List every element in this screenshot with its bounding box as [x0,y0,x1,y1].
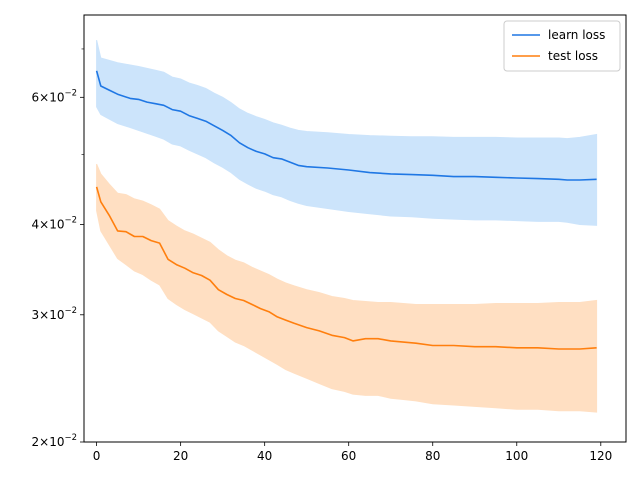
x-tick-label: 20 [173,449,188,463]
x-tick-label: 60 [341,449,356,463]
test-loss-legend-label: test loss [548,49,598,63]
learn-loss-line [95,70,597,181]
y-tick-label: 3×10−2 [32,306,78,322]
legend: learn loss test loss [503,20,621,72]
y-axis: 2×10−2 3×10−2 4×10−2 6×10−2 [32,48,84,449]
x-tick-label: 100 [505,449,528,463]
confidence-bands [96,39,598,413]
x-tick-label: 80 [425,449,440,463]
legend-box [503,20,621,72]
series-lines [95,70,597,350]
y-tick-label: 4×10−2 [32,216,78,232]
learn-loss-band [96,39,598,226]
y-tick-label: 6×10−2 [32,88,78,104]
plot-frame [83,14,627,443]
x-tick-label: 40 [257,449,272,463]
learn-loss-legend-label: learn loss [548,28,605,42]
x-axis: 0 20 40 60 80 100 120 [93,442,612,463]
test-loss-band [96,163,598,413]
test-loss-line [95,186,597,350]
x-tick-label: 0 [93,449,101,463]
x-tick-label: 120 [589,449,612,463]
y-tick-label: 2×10−2 [32,433,78,449]
